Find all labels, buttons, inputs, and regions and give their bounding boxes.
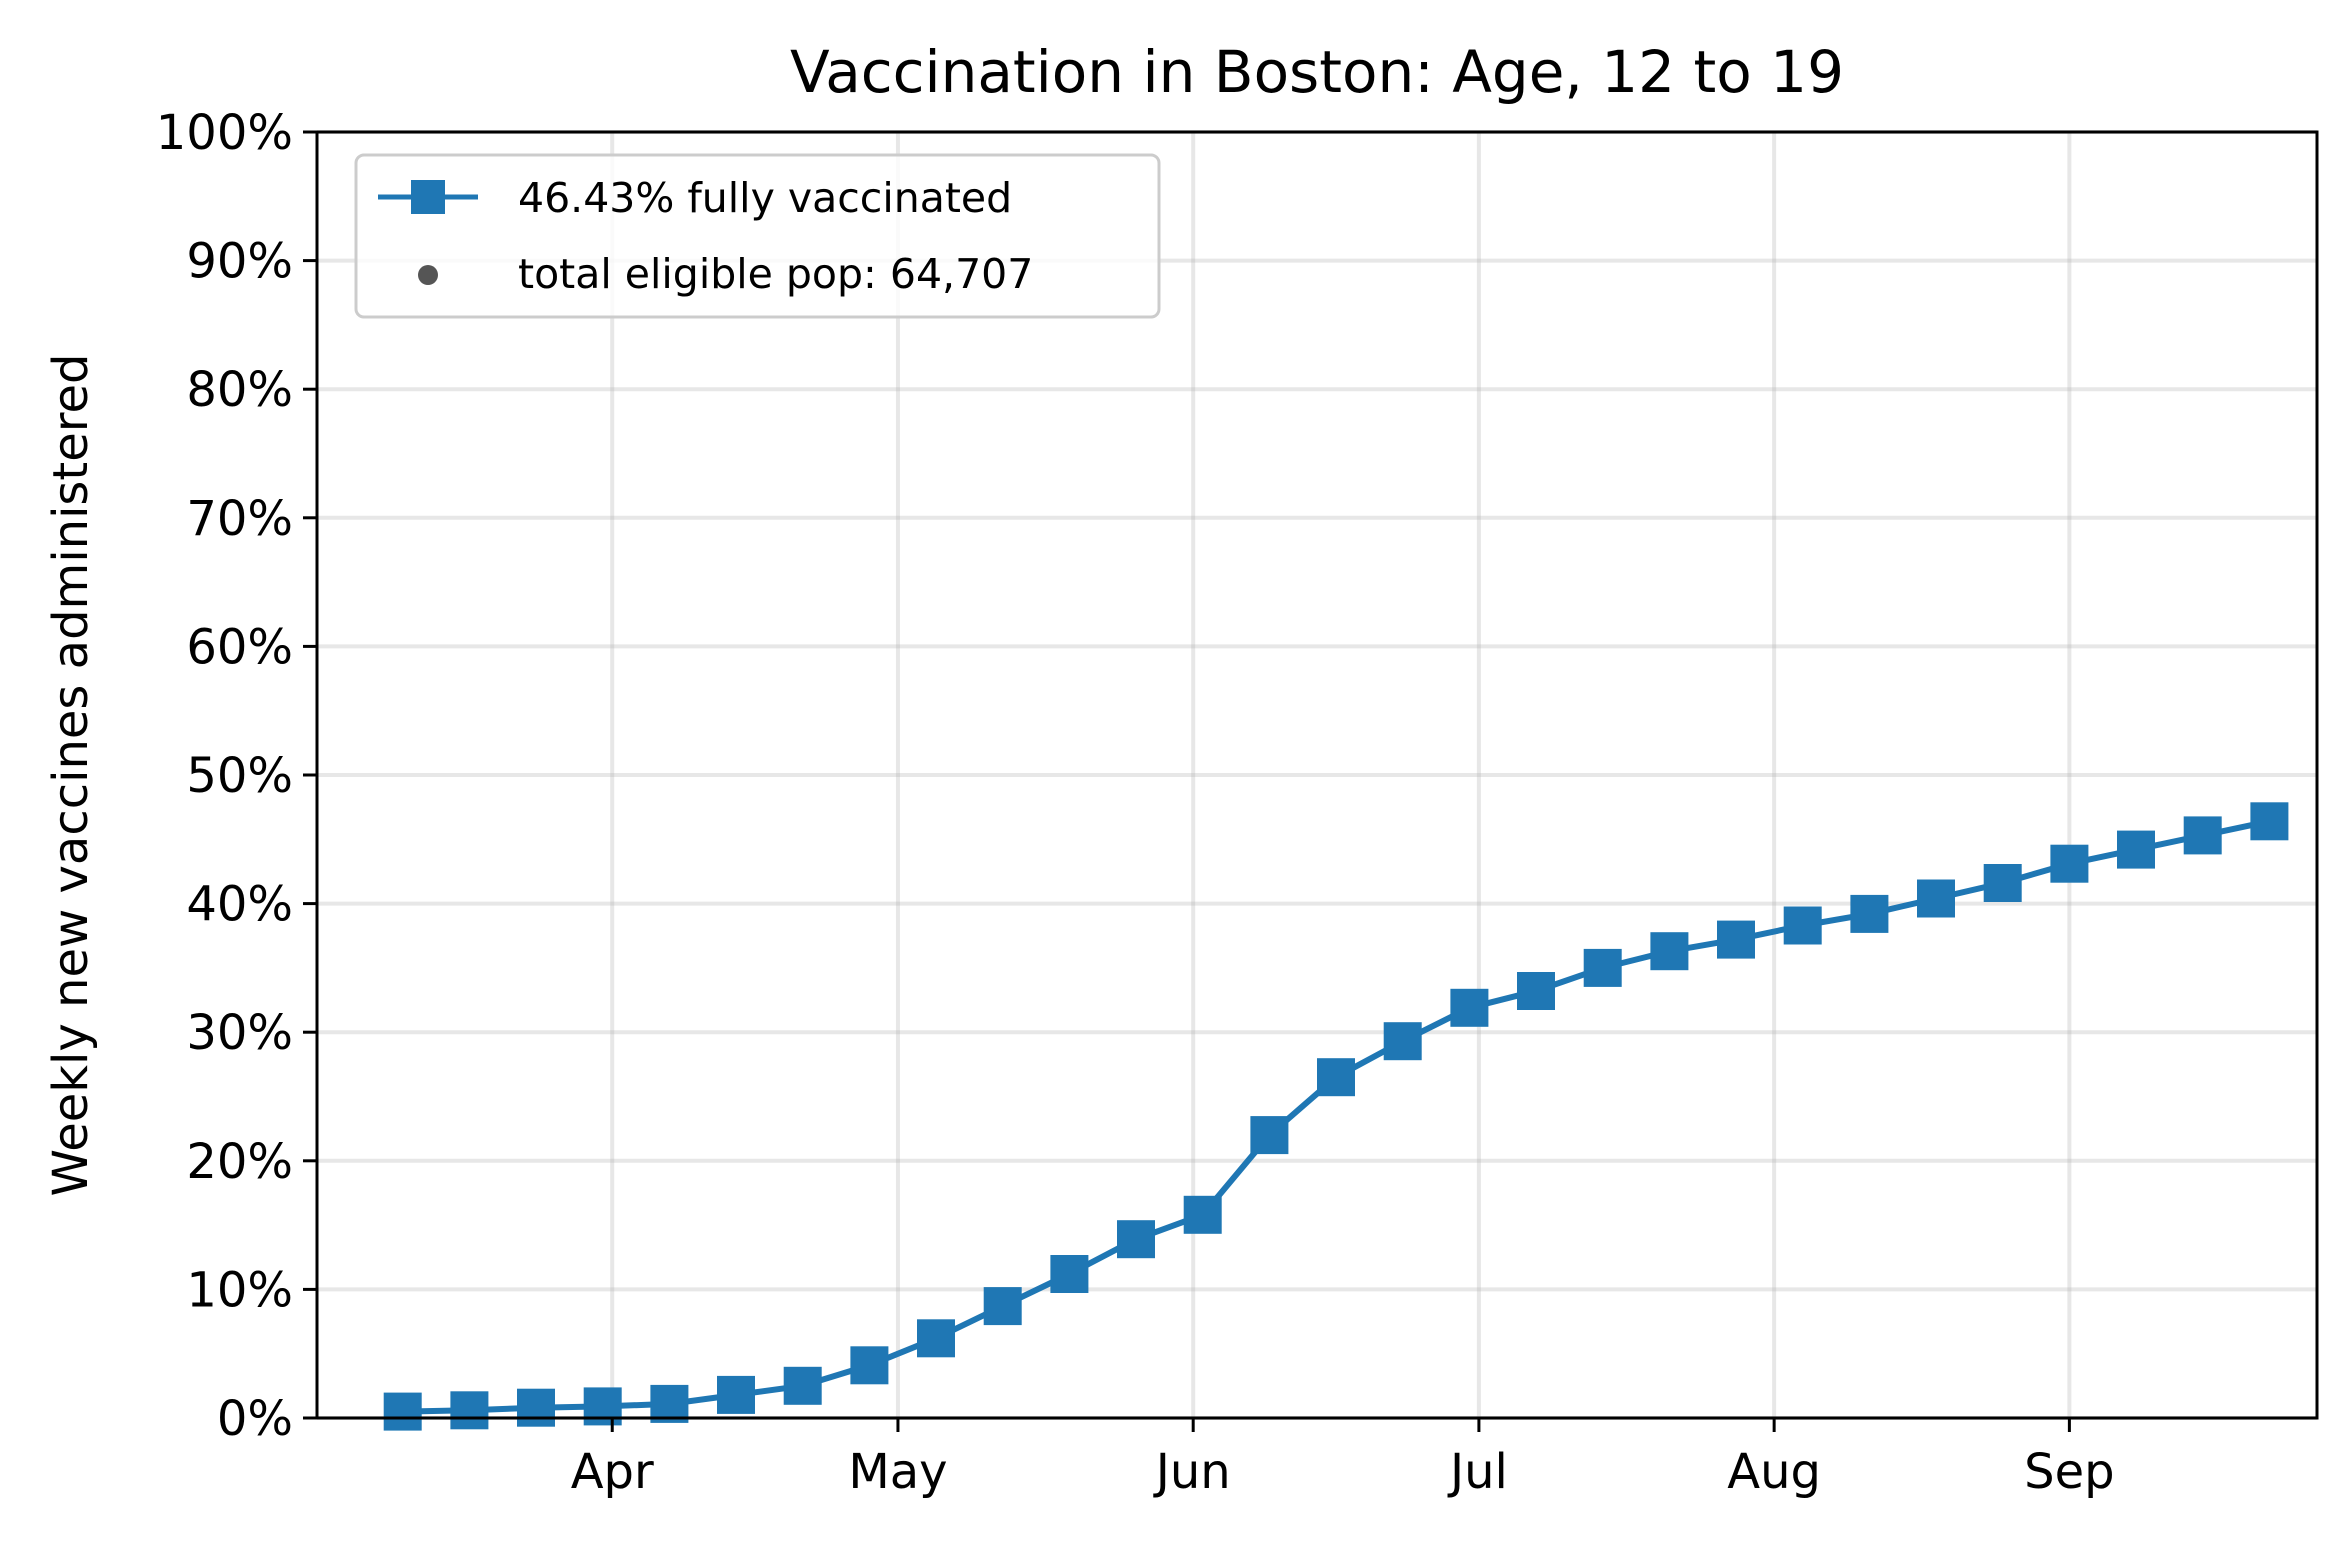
- x-tick-label: Aug: [1727, 1444, 1821, 1500]
- data-point-marker: [917, 1319, 955, 1358]
- data-point-marker: [717, 1375, 755, 1414]
- legend-square-marker: [411, 180, 445, 214]
- legend-label-fully-vaccinated: 46.43% fully vaccinated: [518, 174, 1012, 222]
- legend-dot-marker: [418, 265, 438, 285]
- y-tick-label: 20%: [186, 1134, 293, 1190]
- data-point-marker: [383, 1392, 422, 1431]
- data-point-marker: [1783, 906, 1822, 945]
- data-point-marker: [1917, 879, 1955, 918]
- y-tick-label: 80%: [186, 362, 293, 418]
- data-point-marker: [583, 1387, 622, 1426]
- y-tick-label: 30%: [186, 1005, 293, 1061]
- x-axis: Apr May Jun Jul Aug Sep: [571, 1418, 2115, 1500]
- data-point-marker: [1383, 1022, 1422, 1061]
- y-axis: 0% 10% 20% 30% 40% 50% 60% 70% 80% 90% 100%: [156, 105, 317, 1447]
- data-point-marker: [1717, 920, 1755, 959]
- legend-box: [354, 153, 1161, 319]
- legend: 46.43% fully vaccinated total eligible p…: [354, 153, 1161, 319]
- data-point-marker: [1250, 1116, 1289, 1155]
- data-point-marker: [2117, 830, 2155, 869]
- y-tick-label: 0%: [217, 1391, 293, 1447]
- grid-layer: [317, 130, 2317, 1420]
- y-tick-label: 100%: [156, 105, 293, 161]
- x-tick-label: Sep: [2024, 1444, 2114, 1500]
- y-tick-label: 50%: [186, 748, 293, 804]
- data-point-marker: [450, 1391, 489, 1430]
- y-tick-label: 90%: [186, 234, 293, 290]
- y-tick-label: 10%: [186, 1262, 293, 1318]
- x-tick-label: Jun: [1153, 1444, 1231, 1500]
- data-point-marker: [1117, 1220, 1155, 1259]
- data-point-marker: [783, 1366, 822, 1405]
- y-tick-label: 60%: [186, 619, 293, 675]
- y-tick-label: 70%: [186, 491, 293, 547]
- x-tick-label: Jul: [1447, 1444, 1508, 1500]
- data-point-marker: [2050, 844, 2089, 883]
- series-layer: [383, 802, 2289, 1431]
- x-tick-label: May: [848, 1444, 947, 1500]
- data-point-marker: [1450, 988, 1489, 1027]
- data-point-marker: [1317, 1058, 1355, 1097]
- data-point-marker: [1517, 972, 1555, 1010]
- series-line: [402, 818, 2271, 1415]
- y-axis-label: Weekly new vaccines administered: [43, 354, 99, 1197]
- data-point-marker: [517, 1388, 555, 1427]
- x-tick-label: Apr: [571, 1444, 654, 1500]
- data-point-marker: [1050, 1255, 1089, 1293]
- data-point-marker: [1650, 932, 1689, 971]
- data-point-marker: [2183, 816, 2222, 855]
- data-point-marker: [2250, 802, 2289, 841]
- data-point-marker: [1983, 864, 2022, 902]
- y-tick-label: 40%: [186, 877, 293, 933]
- data-point-marker: [983, 1287, 1022, 1326]
- data-point-marker: [850, 1346, 889, 1385]
- data-point-marker: [1583, 948, 1622, 987]
- chart-title: Vaccination in Boston: Age, 12 to 19: [790, 38, 1844, 106]
- data-point-marker: [1183, 1195, 1222, 1234]
- data-point-marker: [1850, 894, 1889, 933]
- legend-label-eligible-pop: total eligible pop: 64,707: [518, 250, 1033, 298]
